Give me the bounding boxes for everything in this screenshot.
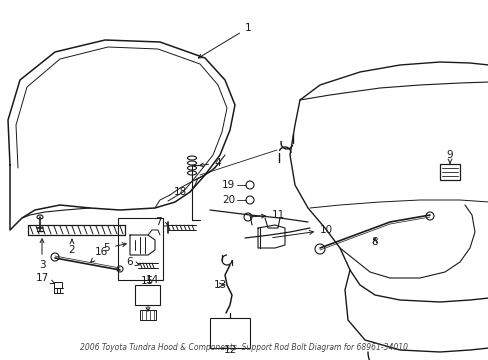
Bar bbox=[140, 310, 156, 320]
Text: 18: 18 bbox=[173, 187, 186, 197]
Text: 5: 5 bbox=[103, 243, 126, 253]
Text: 2006 Toyota Tundra Hood & Components  Support Rod Bolt Diagram for 68961-34010: 2006 Toyota Tundra Hood & Components Sup… bbox=[80, 343, 407, 352]
Text: 11: 11 bbox=[250, 210, 285, 220]
Bar bbox=[54, 282, 62, 288]
Text: 14: 14 bbox=[145, 275, 158, 285]
Text: 20: 20 bbox=[222, 195, 235, 205]
Text: 10: 10 bbox=[272, 225, 332, 238]
Text: 16: 16 bbox=[91, 247, 108, 262]
Text: 12: 12 bbox=[223, 345, 236, 355]
Text: 15: 15 bbox=[140, 276, 153, 286]
Text: 17: 17 bbox=[35, 273, 54, 284]
Bar bbox=[118, 218, 163, 280]
Text: 19: 19 bbox=[221, 180, 235, 190]
Text: 4: 4 bbox=[200, 158, 220, 168]
Text: 1: 1 bbox=[198, 23, 251, 58]
Bar bbox=[209, 318, 249, 348]
Text: 6: 6 bbox=[126, 257, 139, 267]
Text: 2: 2 bbox=[68, 239, 75, 255]
Bar bbox=[135, 285, 160, 305]
Text: 3: 3 bbox=[39, 239, 45, 270]
Text: 8: 8 bbox=[371, 237, 378, 247]
Text: 9: 9 bbox=[446, 150, 452, 163]
Text: 13: 13 bbox=[213, 280, 226, 290]
Text: 7: 7 bbox=[155, 217, 168, 227]
Bar bbox=[439, 164, 459, 180]
